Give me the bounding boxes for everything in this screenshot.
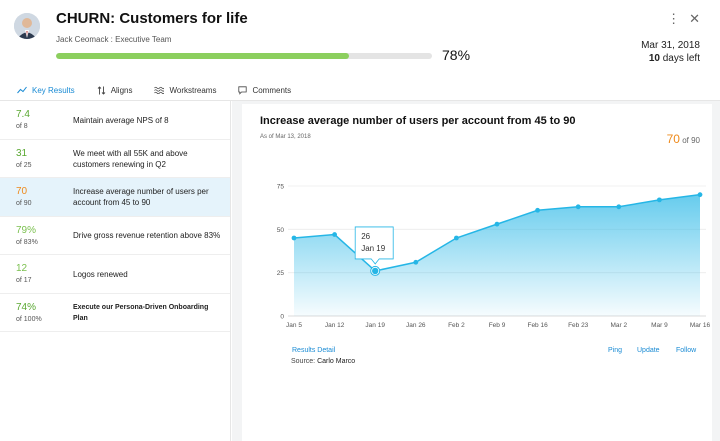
tab-label: Aligns	[110, 85, 133, 95]
y-tick-label: 50	[277, 227, 285, 234]
kr-value: 7.4	[16, 109, 30, 120]
y-tick-label: 25	[277, 270, 285, 277]
progress-bar	[56, 53, 432, 59]
x-tick-label: Mar 16	[690, 322, 711, 329]
waves-icon	[154, 86, 165, 94]
kr-value: 79%	[16, 224, 37, 236]
follow-link[interactable]: Follow	[676, 347, 697, 354]
detail-title: Increase average number of users per acc…	[260, 115, 576, 127]
key-result-item[interactable]: 74% of 100% Execute our Persona-Driven O…	[0, 294, 230, 332]
x-tick-label: Jan 26	[406, 322, 426, 329]
tooltip-value: 26	[361, 232, 370, 241]
days-left: 10 days left	[649, 53, 700, 64]
progress-percent: 78%	[442, 47, 471, 63]
kr-name: We meet with all 55K and above customers…	[73, 148, 188, 169]
data-point[interactable]	[657, 197, 662, 203]
y-tick-label: 0	[280, 314, 284, 321]
tab-label: Comments	[252, 85, 292, 95]
data-point[interactable]	[494, 221, 500, 227]
kr-target: of 8	[16, 123, 28, 130]
current-value-number: 70	[666, 132, 680, 146]
days-left-number: 10	[648, 53, 660, 64]
kr-target: of 100%	[16, 315, 42, 323]
data-point[interactable]	[332, 232, 337, 237]
chart-area	[294, 194, 700, 316]
days-left-text: days left	[659, 53, 700, 64]
chart-tooltip: 26 Jan 19	[354, 226, 394, 265]
kr-target: of 25	[16, 161, 32, 169]
x-tick-label: Feb 9	[489, 322, 506, 329]
detail-card: Increase average number of users per acc…	[242, 104, 712, 441]
ping-link[interactable]: Ping	[608, 347, 623, 354]
source-name: Carlo Marco	[317, 358, 356, 365]
kr-value: 74%	[16, 301, 37, 313]
comment-bubble-icon	[238, 85, 248, 95]
key-results-list: 7.4 of 8 Maintain average NPS of 8 31 of…	[0, 101, 231, 441]
trend-line-icon	[17, 86, 27, 94]
owner-label: Jack Ceomack : Executive Team	[56, 35, 172, 44]
progress-chart: 0 25 50 75 Jan 5 Jan 12 Jan 19 Jan 26 Feb 2 Feb …	[277, 184, 711, 330]
data-point[interactable]	[413, 259, 419, 265]
more-vertical-icon[interactable]: ⋮	[667, 11, 681, 26]
source-label: Source: Carlo Marco	[291, 358, 355, 365]
data-point[interactable]	[697, 192, 703, 198]
x-tick-label: Jan 12	[325, 322, 345, 329]
data-point[interactable]	[454, 235, 459, 241]
kr-target: of 17	[16, 277, 32, 284]
x-tick-label: Feb 16	[527, 322, 548, 329]
tab-bar: Key Results Aligns Workstreams Comments	[0, 80, 720, 101]
x-tick-label: Feb 2	[448, 322, 465, 329]
data-point[interactable]	[575, 204, 581, 210]
due-date: Mar 31, 2018	[641, 40, 700, 51]
kr-value: 70	[16, 186, 28, 197]
key-result-item[interactable]: 12 of 17 Logos renewed	[0, 255, 230, 294]
kr-target: of 83%	[16, 238, 38, 246]
y-tick-label: 75	[277, 184, 285, 191]
key-result-item[interactable]: 31 of 25 We meet with all 55K and above …	[0, 140, 230, 178]
kr-value: 12	[16, 263, 28, 274]
tab-key-results[interactable]: Key Results	[17, 80, 75, 101]
key-result-item[interactable]: 79% of 83% Drive gross revenue retention…	[0, 217, 230, 255]
kr-name: Execute our Persona-Driven Onboarding Pl…	[73, 303, 209, 322]
kr-name: Drive gross revenue retention above 83%	[73, 231, 221, 240]
kr-name: Logos renewed	[73, 269, 128, 279]
header: CHURN: Customers for life Jack Ceomack :…	[0, 0, 720, 80]
key-result-item[interactable]: 70 of 90 Increase average number of user…	[0, 178, 230, 217]
avatar[interactable]	[14, 13, 40, 39]
tab-workstreams[interactable]: Workstreams	[154, 80, 216, 101]
progress-fill	[56, 53, 350, 59]
current-value-target: of 90	[679, 136, 700, 145]
tab-label: Key Results	[32, 85, 75, 95]
page-title: CHURN: Customers for life	[56, 10, 248, 27]
as-of-date: As of Mar 13, 2018	[260, 134, 311, 140]
x-tick-label: Feb 23	[568, 322, 589, 329]
kr-name: Increase average number of users per acc…	[73, 187, 209, 207]
kr-value: 31	[16, 147, 28, 159]
results-detail-link[interactable]: Results Detail	[292, 347, 336, 354]
tab-aligns[interactable]: Aligns	[97, 80, 133, 101]
data-point[interactable]	[616, 204, 622, 210]
data-point[interactable]	[535, 207, 540, 213]
kr-target: of 90	[16, 200, 32, 207]
current-value: 70 of 90	[667, 132, 700, 146]
key-result-item[interactable]: 7.4 of 8 Maintain average NPS of 8	[0, 101, 230, 140]
x-tick-label: Mar 2	[610, 322, 627, 329]
data-point[interactable]	[372, 267, 379, 275]
source-prefix: Source:	[291, 358, 316, 365]
align-arrows-icon	[97, 85, 106, 95]
kr-name: Maintain average NPS of 8	[73, 115, 169, 125]
detail-panel: Increase average number of users per acc…	[232, 101, 720, 441]
x-tick-label: Jan 19	[365, 322, 385, 329]
update-link[interactable]: Update	[637, 347, 660, 354]
tooltip-date: Jan 19	[361, 244, 386, 253]
tab-comments[interactable]: Comments	[238, 80, 291, 101]
x-tick-label: Jan 5	[286, 322, 302, 329]
x-tick-label: Mar 9	[651, 322, 668, 329]
tab-label: Workstreams	[169, 85, 217, 95]
data-point[interactable]	[291, 235, 297, 241]
close-icon[interactable]: ✕	[689, 11, 700, 26]
